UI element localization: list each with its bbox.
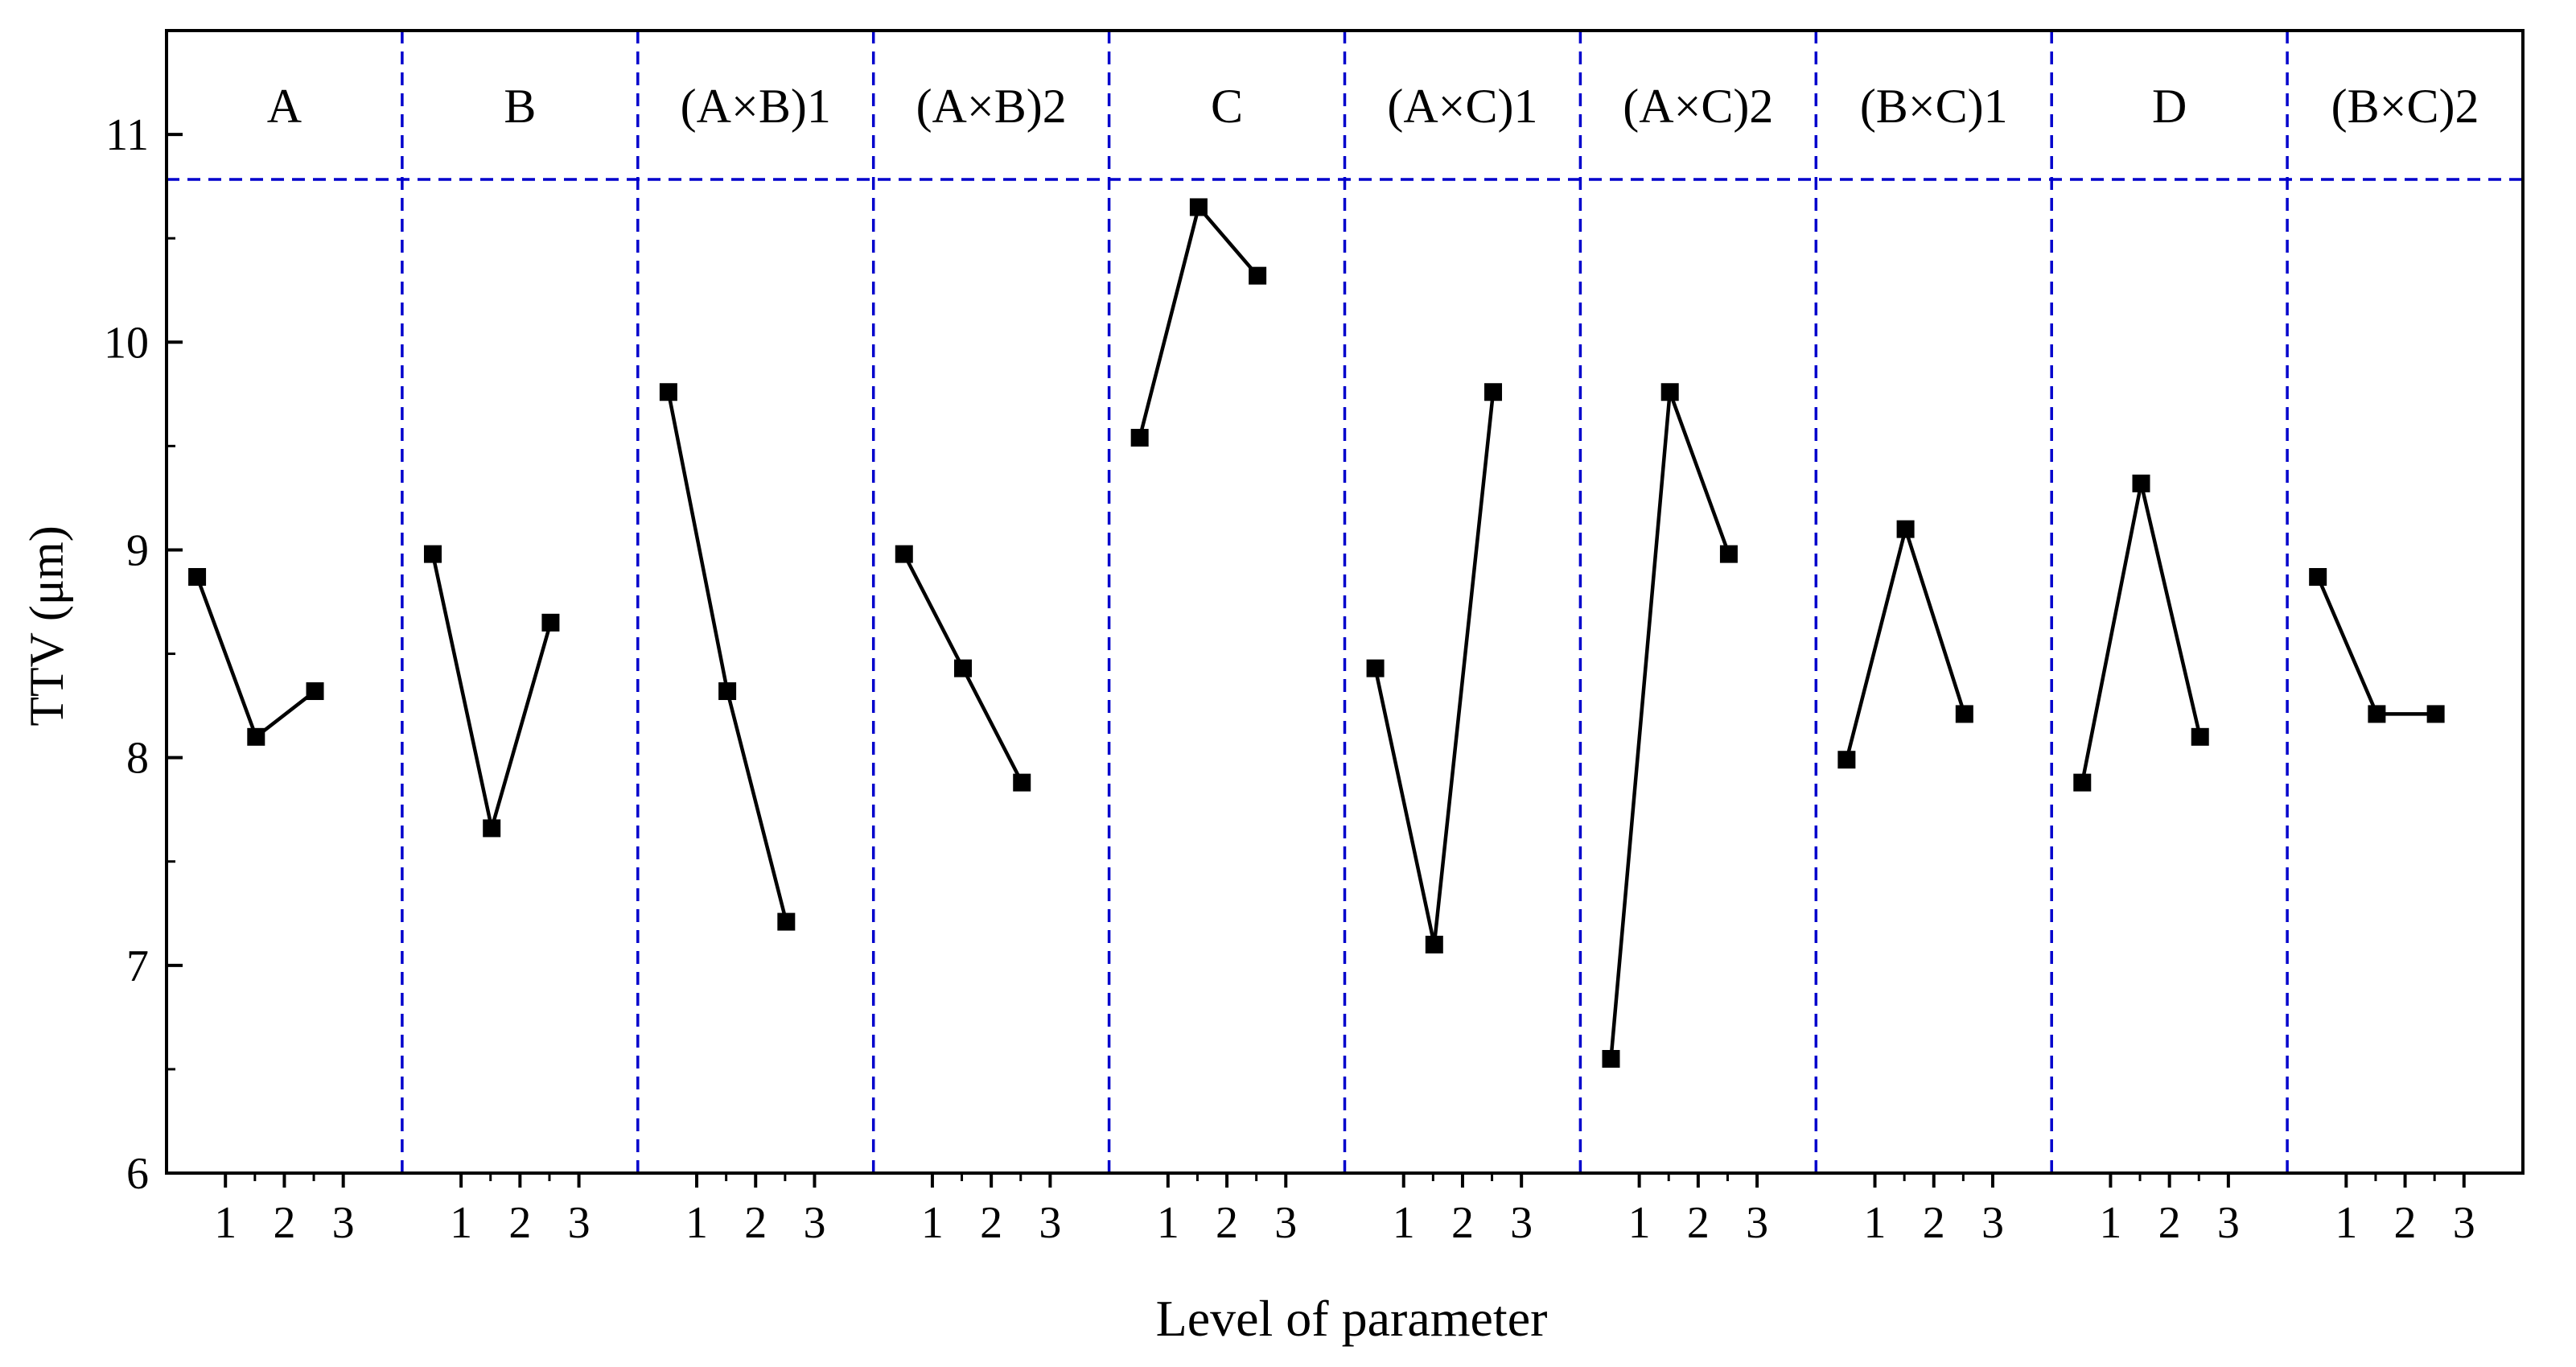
data-point — [1484, 383, 1503, 401]
x-tick-label: 3 — [2217, 1198, 2240, 1248]
series-line — [1138, 203, 1259, 439]
data-point — [2073, 773, 2092, 792]
x-tick-label: 2 — [2158, 1198, 2181, 1248]
x-tick-label: 2 — [1923, 1198, 1945, 1248]
x-tick-label: 1 — [1864, 1198, 1887, 1248]
panel-title: D — [2152, 80, 2187, 133]
x-tick-label: 1 — [2099, 1198, 2121, 1248]
data-point — [1425, 936, 1443, 953]
x-tick-label: 2 — [1687, 1198, 1710, 1248]
x-tick-label: 2 — [508, 1198, 531, 1248]
x-tick-label: 3 — [803, 1198, 825, 1248]
series-line — [2080, 483, 2202, 784]
panel-title: (A×C)1 — [1387, 80, 1537, 133]
data-point — [2426, 705, 2445, 723]
x-tick-label: 1 — [685, 1198, 708, 1248]
y-tick-label: 8 — [126, 734, 149, 784]
panel-title: (A×B)2 — [916, 80, 1067, 133]
series-line — [1373, 391, 1496, 945]
x-tick-label: 1 — [1157, 1198, 1179, 1248]
x-tick-label: 1 — [450, 1198, 472, 1248]
x-tick-label: 1 — [2335, 1198, 2357, 1248]
x-tick-label: 3 — [1981, 1198, 2004, 1248]
x-tick-label: 2 — [2394, 1198, 2417, 1248]
panel-title: (B×C)2 — [2331, 80, 2479, 133]
panel-titles: A B (A×B)1 (A×B)2 C (A×C)1 (A×C)2 (B×C)1 D (B×C)2 — [267, 80, 2479, 133]
x-tick-label: 2 — [744, 1198, 767, 1248]
panel-title: (A×C)2 — [1623, 80, 1773, 133]
data-point — [1249, 266, 1267, 285]
data-point — [1896, 520, 1915, 538]
x-tick-label: 1 — [1628, 1198, 1651, 1248]
data-point — [2368, 705, 2386, 723]
series-line — [195, 576, 316, 740]
data-point — [2191, 727, 2209, 746]
x-tick-label: 2 — [1216, 1198, 1238, 1248]
data-point — [1366, 659, 1385, 677]
data-point — [1189, 198, 1208, 216]
panel-title: (A×B)1 — [681, 80, 831, 133]
data-point — [2132, 474, 2150, 492]
y-tick-label: 10 — [104, 318, 149, 368]
series-line — [1609, 391, 1731, 1060]
panel-dividers — [167, 31, 2523, 1173]
y-tick-label: 11 — [105, 110, 149, 160]
data-point — [1013, 773, 1031, 792]
data-point — [541, 613, 560, 632]
data-point — [247, 727, 265, 746]
y-tick-labels: 6 7 8 9 10 11 — [104, 110, 149, 1199]
data-point — [306, 682, 324, 701]
series-line — [430, 554, 553, 830]
x-tick-label: 1 — [1393, 1198, 1415, 1248]
x-tick-label: 3 — [1039, 1198, 1061, 1248]
x-tick-label: 3 — [332, 1198, 355, 1248]
x-tick-label: 3 — [1746, 1198, 1768, 1248]
panel-title: C — [1211, 80, 1243, 133]
panel-title: A — [267, 80, 302, 133]
data-point — [1837, 751, 1856, 769]
data-point — [1719, 545, 1738, 563]
data-point — [659, 383, 677, 401]
x-tick-label: 3 — [1274, 1198, 1297, 1248]
data-point — [777, 912, 796, 931]
x-tick-label: 2 — [273, 1198, 295, 1248]
y-axis-label: TTV (μm) — [20, 525, 73, 726]
data-point — [1130, 429, 1149, 447]
panel-title: (B×C)1 — [1860, 80, 2008, 133]
panel-title: B — [504, 80, 536, 133]
x-tick-label: 2 — [980, 1198, 1002, 1248]
y-tick-label: 9 — [126, 525, 149, 575]
data-point — [1602, 1050, 1620, 1068]
x-tick-label: 3 — [1510, 1198, 1533, 1248]
x-tick-label: 3 — [568, 1198, 591, 1248]
axes — [165, 29, 2525, 1188]
data-point — [895, 545, 913, 563]
data-point — [2309, 568, 2327, 587]
x-axis-label: Level of parameter — [1156, 1290, 1548, 1347]
data-point — [188, 568, 207, 587]
data-point — [423, 545, 442, 563]
plot-frame — [165, 29, 2525, 1175]
x-tick-label: 3 — [2453, 1198, 2475, 1248]
x-tick-label: 1 — [214, 1198, 237, 1248]
x-tick-label: 1 — [921, 1198, 944, 1248]
series — [188, 198, 2445, 1068]
data-point — [1955, 705, 1973, 723]
data-point — [1660, 383, 1679, 401]
series-line — [2316, 576, 2436, 716]
data-point — [954, 659, 973, 677]
data-point — [483, 819, 501, 838]
data-point — [718, 682, 737, 701]
y-tick-label: 6 — [126, 1149, 149, 1199]
x-tick-label: 2 — [1451, 1198, 1474, 1248]
series-line — [666, 391, 788, 923]
series-line — [1845, 522, 1966, 760]
y-tick-label: 7 — [126, 941, 149, 991]
